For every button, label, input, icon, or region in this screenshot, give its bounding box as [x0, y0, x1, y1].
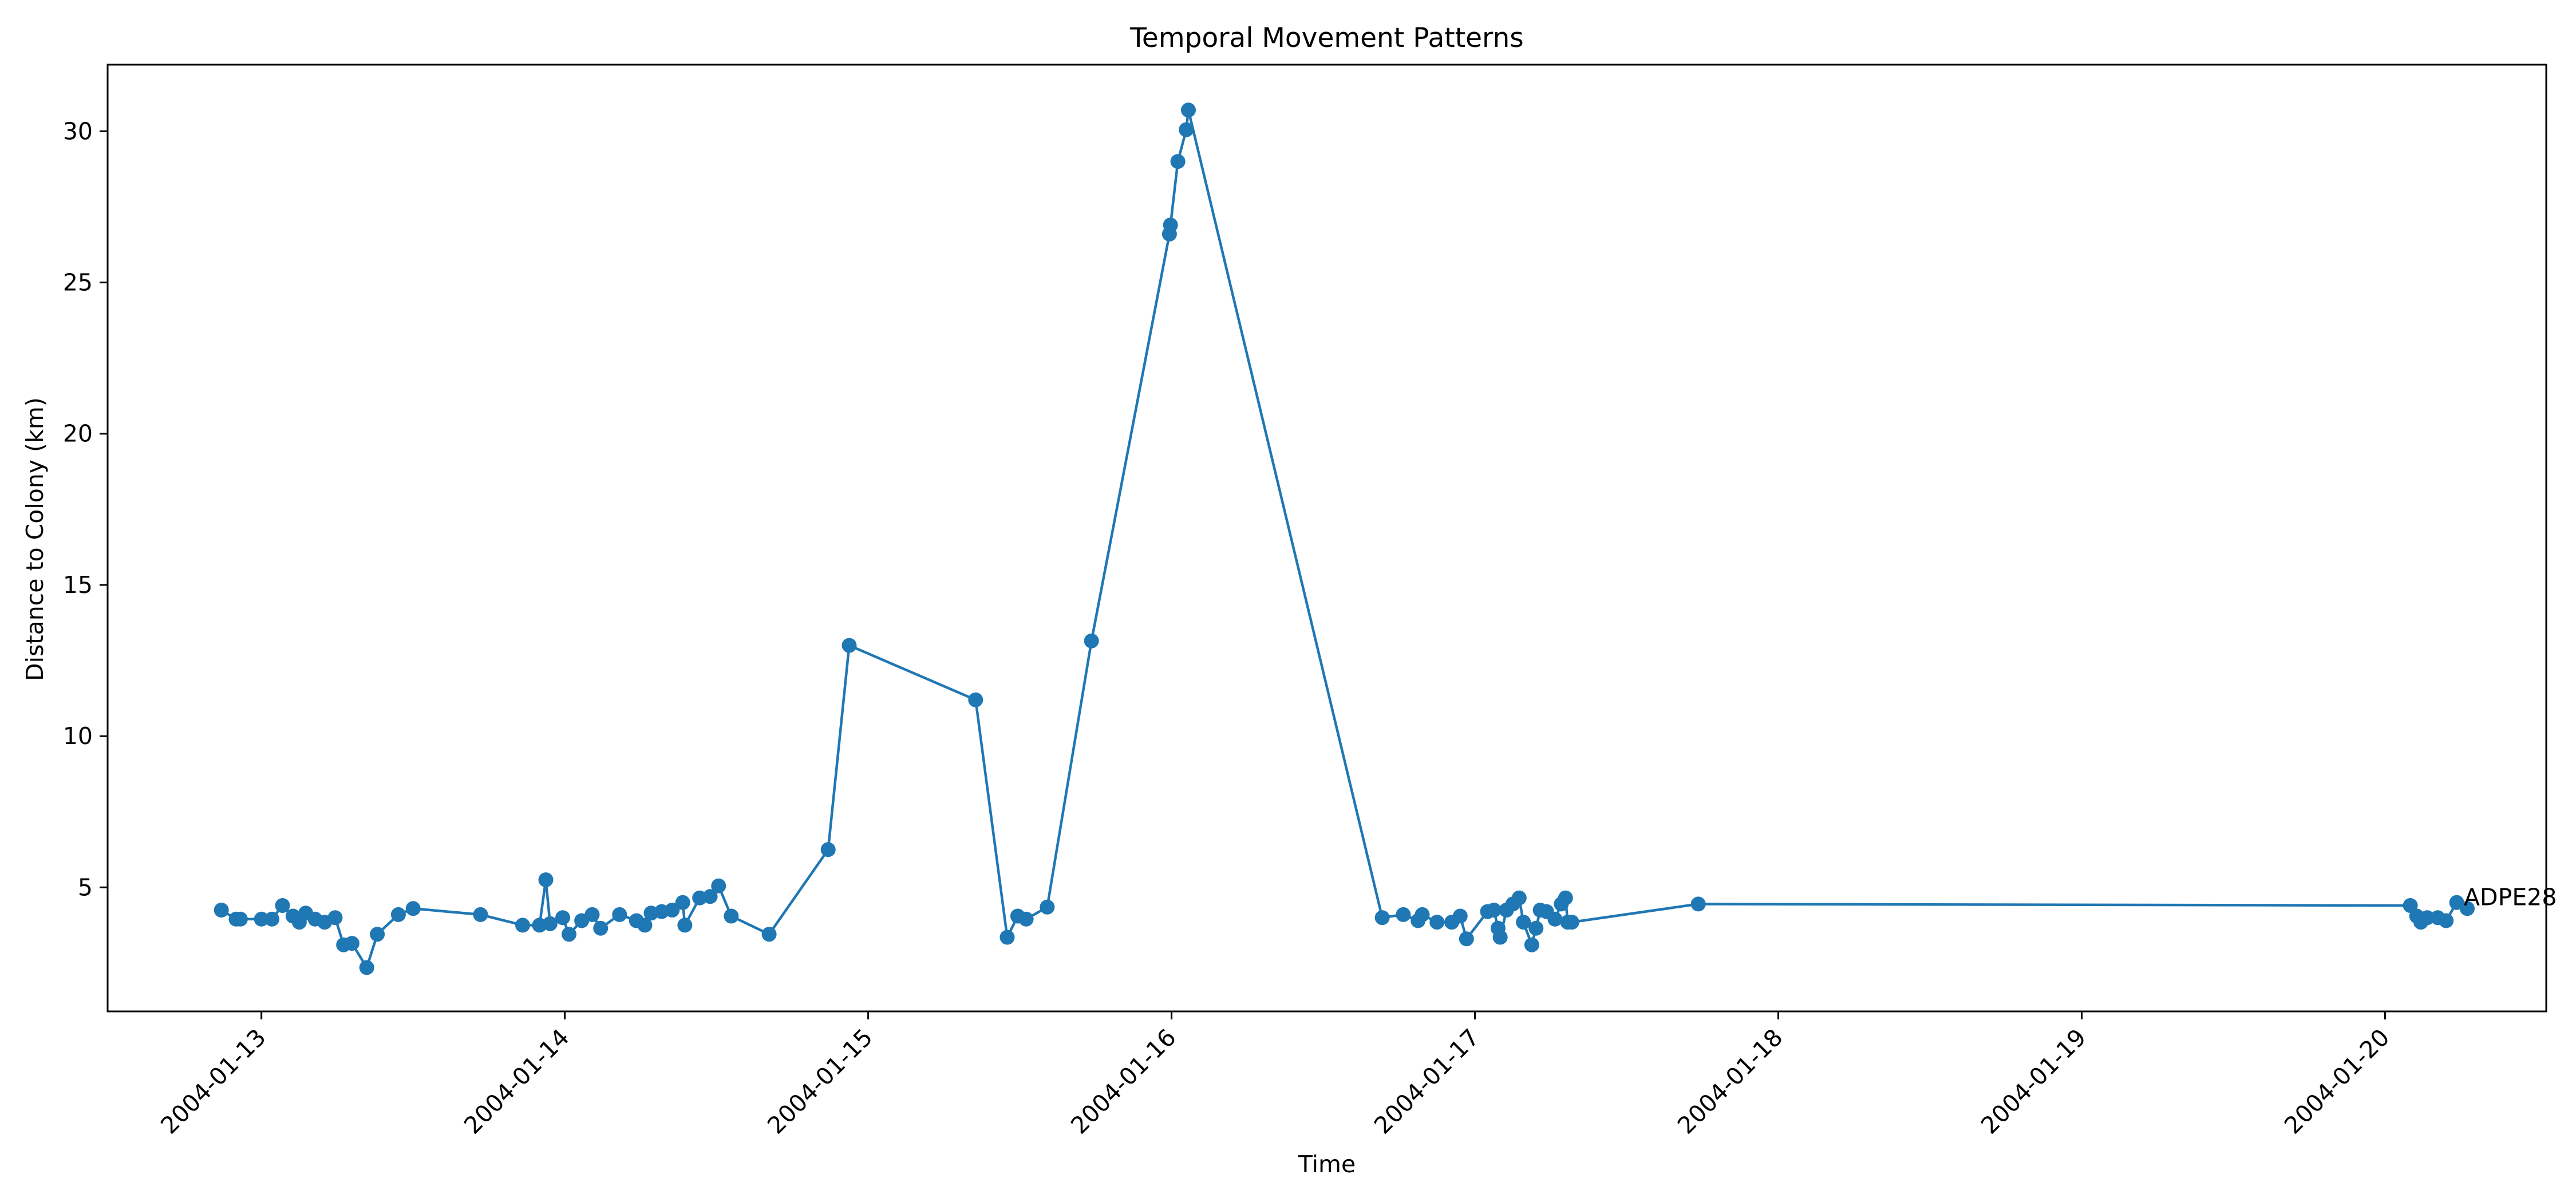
data-point: [841, 638, 857, 653]
x-axis-label: Time: [1298, 1150, 1356, 1178]
data-point: [665, 903, 680, 918]
plot-frame: [106, 64, 2547, 1013]
data-point: [2420, 910, 2435, 926]
y-axis: 5 10 15 20 25 30: [63, 117, 108, 901]
data-point: [677, 918, 693, 933]
y-tick-label: 15: [63, 571, 93, 599]
data-point: [1511, 890, 1527, 906]
data-point: [1084, 633, 1099, 649]
data-point: [264, 911, 280, 927]
data-point: [1547, 911, 1563, 927]
data-point: [555, 910, 570, 926]
data-point: [1415, 907, 1430, 922]
data-point: [2439, 913, 2454, 928]
data-point: [405, 901, 421, 916]
data-point: [1564, 915, 1579, 930]
data-point: [968, 692, 983, 707]
data-point: [1459, 931, 1474, 947]
data-point: [724, 908, 739, 924]
data-point: [538, 872, 554, 888]
data-point: [1690, 896, 1706, 912]
data-point: [1018, 911, 1034, 927]
y-axis-label: Distance to Colony (km): [21, 397, 49, 681]
data-point: [1492, 930, 1508, 945]
data-point: [1558, 890, 1573, 906]
data-point: [542, 916, 558, 931]
data-point: [2460, 901, 2475, 916]
series-end-label: ADPE28: [2464, 883, 2557, 911]
data-point: [232, 911, 248, 927]
y-tick-label: 5: [78, 873, 93, 901]
y-tick-label: 20: [63, 420, 93, 448]
data-point: [344, 936, 359, 951]
data-point: [370, 927, 385, 942]
data-point: [562, 927, 576, 942]
data-point: [702, 889, 718, 904]
data-point: [1040, 899, 1055, 915]
data-point: [1179, 122, 1194, 137]
data-point: [1374, 910, 1390, 926]
data-point: [254, 911, 269, 927]
data-point: [761, 927, 777, 942]
data-point: [612, 907, 627, 922]
data-point: [1516, 915, 1531, 930]
data-point: [1429, 915, 1445, 930]
data-point: [820, 842, 836, 857]
data-point: [473, 907, 488, 922]
data-point: [1170, 154, 1186, 169]
data-point: [390, 907, 406, 922]
data-point: [1163, 218, 1178, 233]
data-point: [1396, 907, 1411, 922]
data-point: [1452, 908, 1468, 924]
data-point: [593, 920, 609, 936]
y-tick-label: 30: [63, 117, 93, 145]
chart-title: Temporal Movement Patterns: [1129, 22, 1524, 54]
data-point: [711, 878, 726, 893]
data-point: [675, 895, 690, 910]
data-point: [637, 918, 653, 933]
y-tick-label: 10: [63, 722, 93, 750]
y-tick-label: 25: [63, 268, 93, 296]
data-point: [1528, 920, 1544, 936]
plot-content: ADPE28: [214, 102, 2557, 975]
data-point: [1486, 903, 1502, 918]
data-point: [999, 930, 1015, 945]
data-point: [327, 910, 343, 926]
data-point: [1181, 102, 1196, 118]
data-point: [515, 918, 530, 933]
data-point: [275, 898, 290, 913]
data-point: [1524, 937, 1539, 952]
data-point: [584, 907, 600, 922]
data-point: [359, 960, 374, 975]
data-point: [214, 903, 229, 918]
